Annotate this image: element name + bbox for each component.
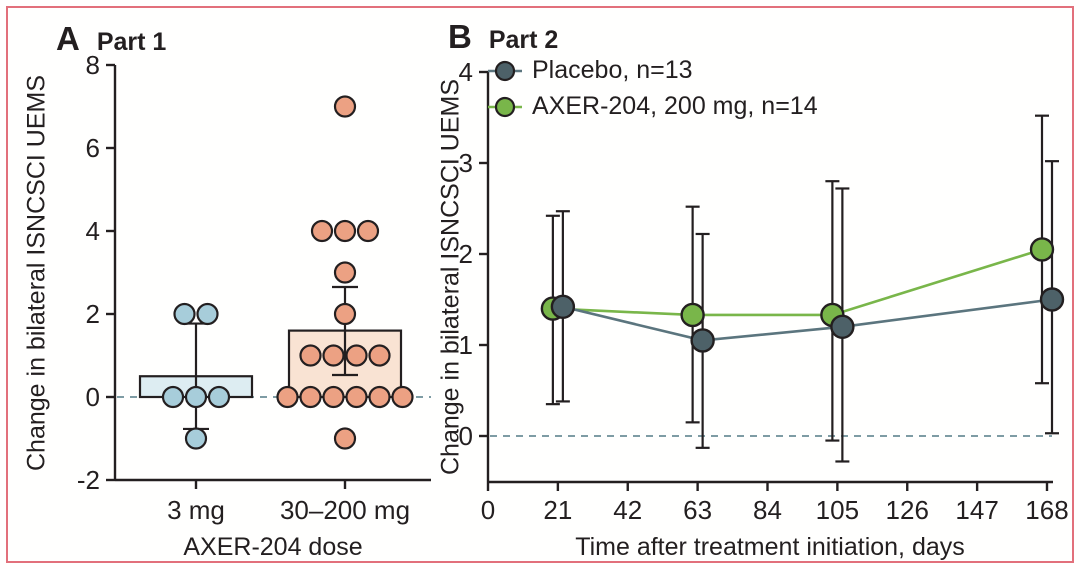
data-point xyxy=(299,385,322,409)
panel-a-header: A Part 1 xyxy=(56,22,166,55)
data-point-AXER-204, 200 mg, n=14 xyxy=(680,302,705,328)
data-point-AXER-204, 200 mg, n=14 xyxy=(1029,237,1055,262)
data-point xyxy=(184,385,208,409)
data-point xyxy=(310,219,334,243)
data-point xyxy=(207,385,231,409)
panel-b-x-tick-label: 42 xyxy=(613,495,642,525)
data-point xyxy=(322,385,345,409)
legend-axer204-label: AXER-204, 200 mg, n=14 xyxy=(532,92,818,120)
panel-a-x-tick-label: 30–200 mg xyxy=(280,495,410,525)
data-point-Placebo, n=13 xyxy=(690,328,715,353)
data-point xyxy=(333,219,357,243)
legend-placebo-label: Placebo, n=13 xyxy=(532,56,693,84)
panel-b-y-tick-label: 2 xyxy=(459,239,473,269)
panel-b-header: B Part 2 xyxy=(448,20,558,53)
data-point xyxy=(161,385,185,409)
panel-b-chart: 0 1 2 3 4 0 21 42 63 84 105 126 147 168 xyxy=(459,57,1069,525)
panel-b-x-tick-label: 63 xyxy=(683,495,712,525)
panel-b-letter: B xyxy=(448,18,472,55)
panel-a-letter: A xyxy=(56,20,80,57)
data-point xyxy=(276,385,299,409)
panel-a-x-axis-label: AXER-204 dose xyxy=(183,533,363,561)
placebo-marker-icon xyxy=(488,60,522,81)
panel-b-x-tick-label: 21 xyxy=(543,495,572,525)
panel-b-x-tick-label: 84 xyxy=(753,495,782,525)
data-point xyxy=(333,302,357,326)
panel-b-x-axis-label: Time after treatment initiation, days xyxy=(575,533,965,561)
data-point xyxy=(333,427,357,450)
panel-a-chart: -2 0 2 4 6 8 3 mg 30–200 mg xyxy=(77,50,431,525)
data-point xyxy=(368,385,391,409)
legend-item-axer204: AXER-204, 200 mg, n=14 xyxy=(487,92,818,121)
panel-b-y-tick-label: 3 xyxy=(459,148,473,178)
error-bars-AXER-204, 200 mg, n=14 xyxy=(545,114,1049,442)
panel-a-title: Part 1 xyxy=(96,28,167,56)
data-point xyxy=(322,344,345,367)
data-point xyxy=(333,95,357,118)
data-point xyxy=(173,302,196,326)
panel-a-y-tick-label: 2 xyxy=(86,299,100,329)
panel-a-y-tick-label: 8 xyxy=(86,50,100,80)
error-bar-30–200 mg xyxy=(332,285,358,377)
panel-a-y-tick-label: 4 xyxy=(86,216,100,246)
data-point xyxy=(345,344,368,367)
panel-b-title: Part 2 xyxy=(488,26,559,54)
data-point xyxy=(299,344,322,367)
legend: Placebo, n=13 AXER-204, 200 mg, n=14 xyxy=(487,56,818,121)
panel-b-y-tick-label: 1 xyxy=(459,330,473,360)
series-line-Placebo, n=13 xyxy=(562,298,1053,342)
panel-b-y-tick-label: 0 xyxy=(459,421,473,451)
panel-a-y-tick-label: 0 xyxy=(86,382,100,412)
panel-b-x-tick-label: 105 xyxy=(816,495,859,525)
panel-a-y-tick-label: -2 xyxy=(77,465,100,495)
panel-b-x-tick-label: 0 xyxy=(481,495,495,525)
series-line-AXER-204, 200 mg, n=14 xyxy=(552,248,1043,317)
data-point xyxy=(333,261,357,284)
data-point-Placebo, n=13 xyxy=(1039,287,1065,312)
data-point xyxy=(356,219,380,243)
data-point xyxy=(184,427,208,450)
data-point xyxy=(391,385,414,409)
panel-b-x-tick-label: 126 xyxy=(886,495,929,525)
data-point xyxy=(196,302,219,326)
data-point xyxy=(345,385,368,409)
data-point xyxy=(368,344,391,367)
panel-a-y-tick-label: 6 xyxy=(86,133,100,163)
panel-a-x-tick-label: 3 mg xyxy=(167,495,225,525)
panel-b-x-tick-label: 168 xyxy=(1025,495,1068,525)
axer204-marker-icon xyxy=(488,96,522,117)
data-point-Placebo, n=13 xyxy=(550,294,576,319)
panel-b-y-tick-label: 4 xyxy=(459,57,473,87)
data-point-Placebo, n=13 xyxy=(830,314,855,339)
panel-b-x-tick-label: 147 xyxy=(955,495,998,525)
legend-item-placebo: Placebo, n=13 xyxy=(487,56,818,85)
